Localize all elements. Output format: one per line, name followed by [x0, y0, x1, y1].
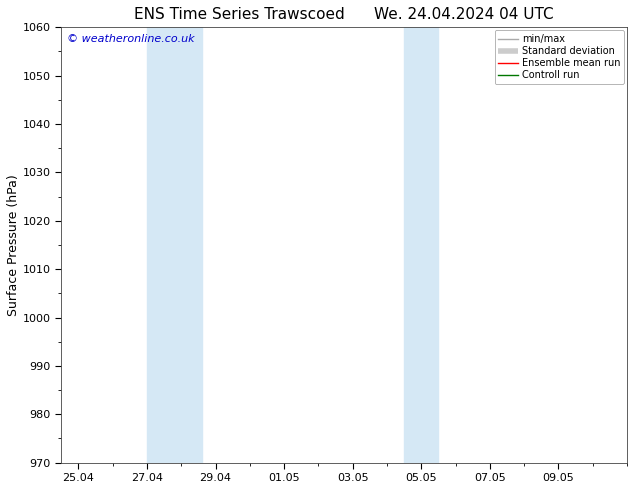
- Bar: [147, 27, 202, 463]
- Text: © weatheronline.co.uk: © weatheronline.co.uk: [67, 34, 195, 44]
- Legend: min/max, Standard deviation, Ensemble mean run, Controll run: min/max, Standard deviation, Ensemble me…: [495, 30, 624, 84]
- Bar: [404, 27, 439, 463]
- Title: ENS Time Series Trawscoed      We. 24.04.2024 04 UTC: ENS Time Series Trawscoed We. 24.04.2024…: [134, 7, 554, 22]
- Y-axis label: Surface Pressure (hPa): Surface Pressure (hPa): [7, 174, 20, 316]
